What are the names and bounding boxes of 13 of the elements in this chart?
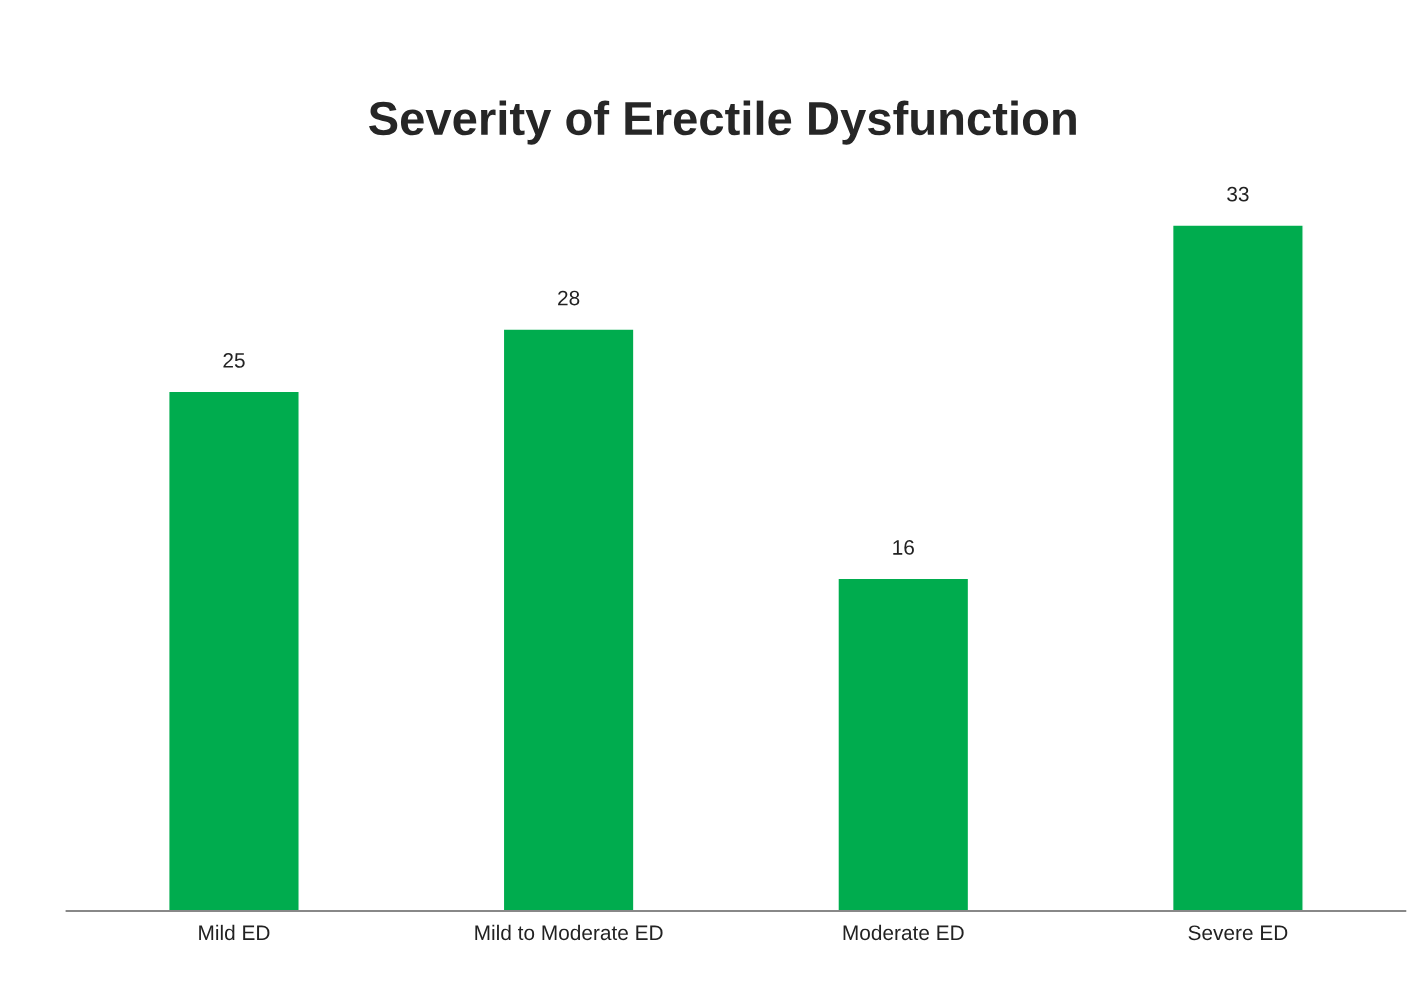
data-label: 16 [893, 540, 914, 555]
data-label: 25 [223, 353, 245, 368]
data-label: 28 [558, 290, 580, 306]
chart-title: Severity of Erectile Dysfunction [368, 100, 1076, 145]
bar [168, 390, 300, 911]
bar [502, 328, 635, 911]
data-label: 33 [1227, 186, 1249, 202]
x-tick-label: Moderate ED [843, 924, 964, 941]
x-tick-label: Mild to Moderate ED [475, 924, 663, 941]
x-tick-label: Mild ED [199, 924, 270, 941]
x-tick-label: Severe ED [1188, 925, 1288, 941]
bar [1171, 224, 1304, 911]
bar [837, 577, 970, 911]
